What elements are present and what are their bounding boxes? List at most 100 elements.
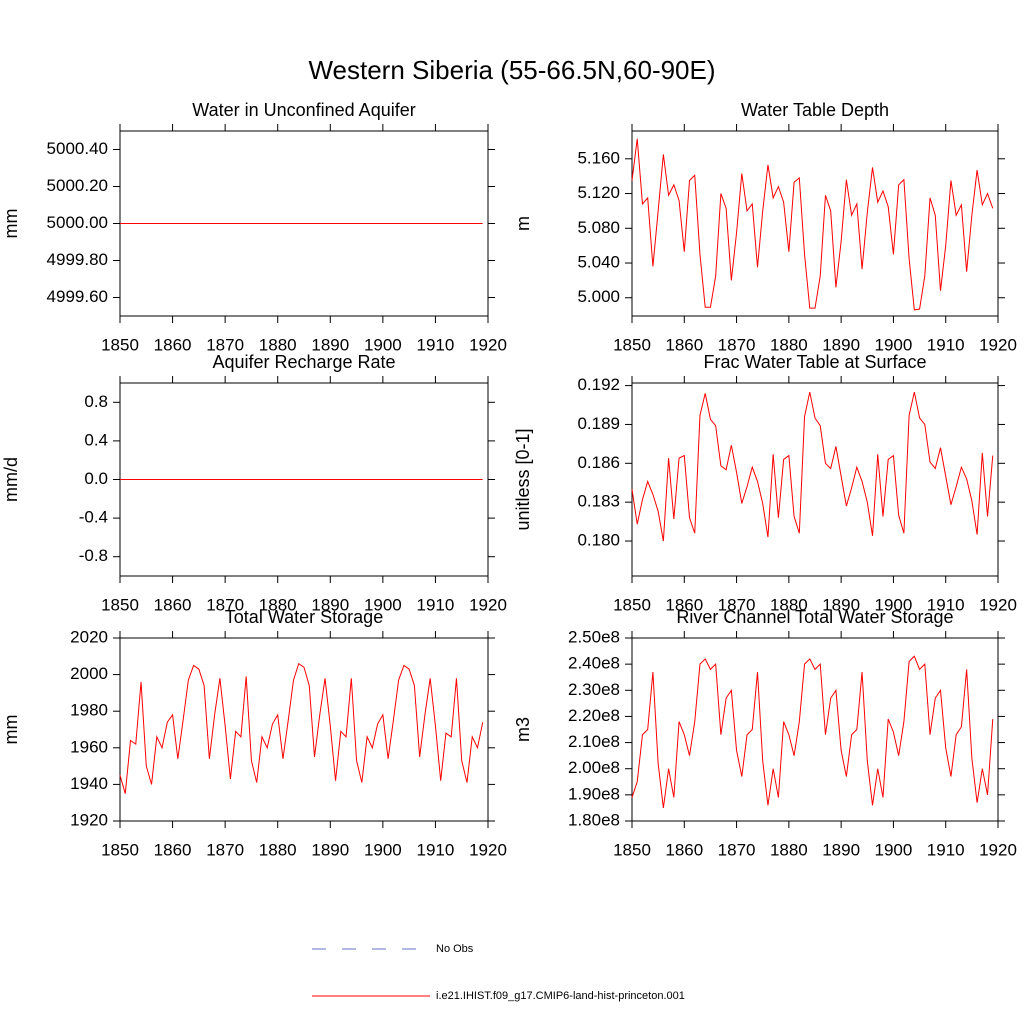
y-tick-label: 0.180	[577, 531, 620, 550]
x-tick-label: 1870	[718, 840, 756, 859]
x-tick-label: 1850	[613, 595, 651, 614]
x-tick-label: 1900	[875, 335, 913, 354]
x-tick-label: 1920	[469, 840, 507, 859]
data-line	[119, 662, 484, 794]
y-tick-label: 0.186	[577, 453, 620, 472]
y-tick-label: 0.0	[84, 469, 108, 488]
x-tick-label: 1880	[770, 335, 808, 354]
y-tick-label: 5.120	[577, 183, 620, 202]
y-tick-label: 5.000	[577, 287, 620, 306]
x-tick-label: 1850	[613, 840, 651, 859]
panel-title: Total Water Storage	[225, 607, 383, 627]
y-tick-label: 5.040	[577, 253, 620, 272]
x-tick-label: 1900	[364, 595, 402, 614]
x-tick-label: 1900	[875, 595, 913, 614]
data-line	[631, 138, 994, 311]
x-tick-label: 1860	[154, 595, 192, 614]
x-tick-label: 1910	[927, 595, 965, 614]
y-tick-label: 5.160	[577, 148, 620, 167]
x-tick-label: 1860	[154, 840, 192, 859]
x-tick-label: 1860	[665, 595, 703, 614]
panel-title: Water Table Depth	[741, 100, 889, 120]
data-line	[631, 655, 994, 808]
y-tick-label: 4999.80	[47, 250, 108, 269]
panel-title: Aquifer Recharge Rate	[212, 352, 395, 372]
x-tick-label: 1920	[979, 840, 1017, 859]
y-axis-label: mm	[1, 209, 21, 239]
y-tick-label: 1980	[70, 701, 108, 720]
y-tick-label: 4999.60	[47, 287, 108, 306]
y-tick-label: 1.80e8	[568, 810, 620, 829]
legend-label: i.e21.IHIST.f09_g17.CMIP6-land-hist-prin…	[436, 990, 685, 1002]
y-tick-label: 2000	[70, 664, 108, 683]
x-tick-label: 1900	[875, 840, 913, 859]
y-tick-label: -0.8	[79, 546, 108, 565]
figure-title: Western Siberia (55-66.5N,60-90E)	[308, 55, 715, 85]
y-tick-label: -0.4	[79, 508, 108, 527]
y-tick-label: 2.50e8	[568, 627, 620, 646]
y-axis-label: mm	[1, 715, 21, 745]
x-tick-label: 1880	[770, 595, 808, 614]
x-tick-label: 1870	[206, 840, 244, 859]
x-tick-label: 1890	[822, 840, 860, 859]
plot-frame	[119, 637, 489, 822]
y-tick-label: 1960	[70, 737, 108, 756]
x-tick-label: 1900	[364, 840, 402, 859]
x-tick-label: 1890	[822, 335, 860, 354]
x-tick-label: 1880	[770, 840, 808, 859]
y-tick-label: 1920	[70, 810, 108, 829]
panel-title: Water in Unconfined Aquifer	[192, 100, 415, 120]
y-tick-label: 2.30e8	[568, 680, 620, 699]
y-tick-label: 0.192	[577, 375, 620, 394]
x-tick-label: 1870	[718, 335, 756, 354]
x-tick-label: 1890	[311, 335, 349, 354]
plot-frame	[631, 382, 999, 577]
y-tick-label: 5000.00	[47, 213, 108, 232]
x-tick-label: 1880	[259, 595, 297, 614]
x-tick-label: 1850	[613, 335, 651, 354]
y-axis-label: m	[513, 216, 533, 231]
y-tick-label: 1940	[70, 774, 108, 793]
x-tick-label: 1870	[718, 595, 756, 614]
x-tick-label: 1920	[979, 335, 1017, 354]
y-axis-label: mm/d	[1, 457, 21, 502]
y-tick-label: 0.8	[84, 392, 108, 411]
x-tick-label: 1880	[259, 840, 297, 859]
y-tick-label: 0.189	[577, 414, 620, 433]
panel-title: River Channel Total Water Storage	[676, 607, 953, 627]
x-tick-label: 1910	[927, 840, 965, 859]
y-tick-label: 2020	[70, 627, 108, 646]
x-tick-label: 1910	[417, 595, 455, 614]
x-tick-label: 1920	[979, 595, 1017, 614]
y-tick-label: 2.40e8	[568, 654, 620, 673]
legend-label: No Obs	[436, 943, 474, 955]
y-axis-label: m3	[513, 717, 533, 742]
x-tick-label: 1890	[311, 595, 349, 614]
plot-frame	[631, 130, 999, 317]
x-tick-label: 1920	[469, 595, 507, 614]
x-tick-label: 1890	[311, 840, 349, 859]
x-tick-label: 1900	[364, 335, 402, 354]
x-tick-label: 1910	[417, 335, 455, 354]
plot-frame	[631, 637, 999, 822]
x-tick-label: 1910	[417, 840, 455, 859]
y-tick-label: 0.183	[577, 492, 620, 511]
y-tick-label: 5000.40	[47, 139, 108, 158]
x-tick-label: 1910	[927, 335, 965, 354]
x-tick-label: 1860	[154, 335, 192, 354]
x-tick-label: 1860	[665, 840, 703, 859]
y-axis-label: unitless [0-1]	[513, 428, 533, 530]
y-tick-label: 5.080	[577, 218, 620, 237]
x-tick-label: 1920	[469, 335, 507, 354]
x-tick-label: 1890	[822, 595, 860, 614]
y-tick-label: 1.90e8	[568, 784, 620, 803]
x-tick-label: 1870	[206, 335, 244, 354]
x-tick-label: 1870	[206, 595, 244, 614]
x-tick-label: 1850	[101, 595, 139, 614]
x-tick-label: 1860	[665, 335, 703, 354]
x-tick-label: 1880	[259, 335, 297, 354]
y-tick-label: 2.20e8	[568, 706, 620, 725]
panel-title: Frac Water Table at Surface	[703, 352, 926, 372]
